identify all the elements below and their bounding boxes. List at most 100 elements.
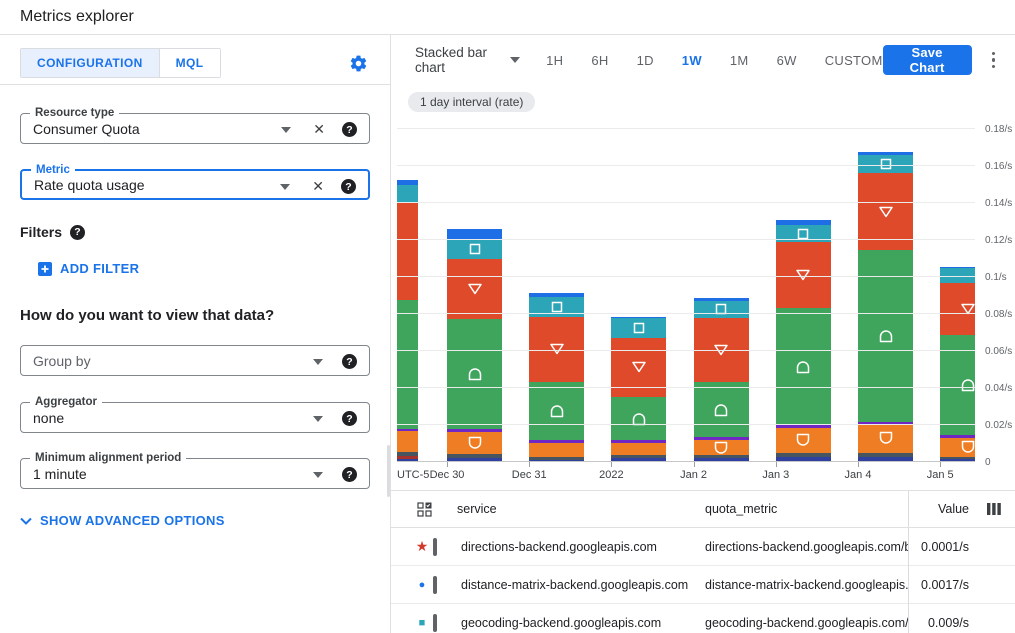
tab-configuration[interactable]: CONFIGURATION bbox=[21, 49, 159, 77]
group-by-caret-icon[interactable] bbox=[313, 359, 323, 365]
tab-mql[interactable]: MQL bbox=[158, 49, 220, 77]
bar-segment-red bbox=[397, 202, 418, 301]
range-button-6w[interactable]: 6W bbox=[776, 52, 797, 68]
y-axis-tick-label: 0.18/s bbox=[985, 124, 1013, 135]
range-button-custom[interactable]: CUSTOM bbox=[824, 52, 883, 68]
select-series-grid-icon[interactable] bbox=[417, 501, 457, 517]
more-options-kebab-icon[interactable] bbox=[988, 48, 1000, 73]
shield-marker-icon bbox=[960, 440, 975, 454]
bar-segment-orange bbox=[693, 440, 749, 456]
dome-marker-icon bbox=[878, 329, 893, 343]
bar-segment-teal bbox=[858, 155, 913, 174]
min-alignment-help-icon[interactable] bbox=[342, 467, 357, 482]
shield-marker-icon bbox=[714, 441, 729, 455]
cell-value: 0.009/s bbox=[927, 615, 969, 630]
panel-scrollbar-thumb[interactable] bbox=[387, 445, 390, 497]
column-chooser-icon[interactable] bbox=[987, 503, 1001, 515]
y-axis-tick-label: 0.14/s bbox=[985, 198, 1013, 209]
metric-clear-icon[interactable] bbox=[312, 178, 324, 194]
resource-type-help-icon[interactable] bbox=[342, 122, 357, 137]
metric-field[interactable]: Metric Rate quota usage bbox=[20, 163, 370, 200]
x-axis-tick bbox=[858, 462, 859, 467]
cell-value: 0.0001/s bbox=[921, 539, 969, 554]
triangle-down-marker-icon bbox=[878, 205, 894, 218]
column-header-quota-metric: quota_metric bbox=[705, 502, 778, 516]
column-header-value: Value bbox=[937, 502, 969, 516]
bar-segment-slate bbox=[397, 451, 418, 457]
save-chart-button[interactable]: Save Chart bbox=[882, 45, 972, 75]
group-by-help-icon[interactable] bbox=[342, 354, 357, 369]
bar-segment-blue bbox=[858, 152, 913, 156]
filters-help-icon[interactable] bbox=[70, 224, 86, 240]
bar-segment-slate bbox=[529, 456, 585, 460]
cell-service: geocoding-backend.googleapis.com bbox=[461, 615, 662, 630]
bar-segment-green bbox=[858, 250, 913, 422]
row-checkbox[interactable] bbox=[433, 613, 437, 632]
resource-type-value: Consumer Quota bbox=[33, 120, 140, 137]
row-checkbox[interactable] bbox=[433, 575, 437, 594]
row-checkbox[interactable] bbox=[433, 537, 437, 556]
resource-type-caret-icon[interactable] bbox=[281, 127, 291, 133]
gridline bbox=[397, 128, 975, 129]
aggregator-caret-icon[interactable] bbox=[313, 416, 323, 422]
shield-marker-icon bbox=[796, 433, 811, 447]
bar-segment-teal bbox=[611, 318, 667, 338]
bar-segment-orange bbox=[447, 432, 502, 455]
bar-segment-teal bbox=[693, 300, 749, 318]
resource-type-field[interactable]: Resource type Consumer Quota bbox=[20, 106, 370, 144]
bar-segment-navy bbox=[775, 457, 831, 462]
bar-segment-red bbox=[693, 317, 749, 383]
stacked-bar-dec-30 bbox=[447, 121, 502, 462]
bar-segment-green bbox=[529, 381, 585, 440]
y-axis-tick-label: 0.04/s bbox=[985, 383, 1013, 394]
bar-segment-red bbox=[447, 259, 502, 320]
gridline bbox=[397, 424, 975, 425]
legend-table: service quota_metric Value ★ directions-b… bbox=[391, 490, 1015, 633]
chart-type-dropdown[interactable]: Stacked bar chart bbox=[415, 45, 521, 75]
bar-segment-teal bbox=[447, 239, 502, 260]
add-filter-button[interactable]: ADD FILTER bbox=[38, 261, 370, 276]
x-axis-tick-label: 2022 bbox=[599, 469, 624, 481]
stacked-bar-partial bbox=[397, 121, 418, 462]
range-button-1h[interactable]: 1H bbox=[546, 52, 564, 68]
metric-caret-icon[interactable] bbox=[280, 184, 290, 190]
x-axis-tick-label: Jan 4 bbox=[844, 469, 872, 481]
y-axis-tick-label: 0 bbox=[985, 457, 991, 468]
range-button-1w[interactable]: 1W bbox=[681, 52, 702, 68]
metric-value: Rate quota usage bbox=[34, 176, 145, 193]
table-row: ● distance-matrix-backend.googleapis.com d… bbox=[391, 566, 1015, 604]
view-data-question: How do you want to view that data? bbox=[20, 307, 275, 324]
stacked-bar-2022 bbox=[611, 121, 667, 462]
bar-segment-purple bbox=[397, 428, 418, 432]
range-button-1d[interactable]: 1D bbox=[636, 52, 654, 68]
range-button-1m[interactable]: 1M bbox=[729, 52, 749, 68]
bar-segment-teal bbox=[775, 225, 831, 243]
page-title: Metrics explorer bbox=[20, 8, 134, 25]
group-by-field[interactable]: Group by bbox=[20, 345, 370, 376]
resource-type-clear-icon[interactable] bbox=[313, 121, 325, 137]
min-alignment-caret-icon[interactable] bbox=[313, 472, 323, 478]
cell-quota-metric: geocoding-backend.googleapis.com/billab bbox=[705, 615, 908, 630]
bar-segment-blue bbox=[611, 316, 667, 319]
aggregator-help-icon[interactable] bbox=[342, 411, 357, 426]
add-filter-label: ADD FILTER bbox=[60, 261, 140, 276]
range-button-6h[interactable]: 6H bbox=[591, 52, 609, 68]
aggregator-field[interactable]: Aggregator none bbox=[20, 395, 370, 433]
bar-segment-slate bbox=[858, 452, 913, 458]
min-alignment-value: 1 minute bbox=[33, 465, 87, 482]
bar-segment-green bbox=[397, 300, 418, 429]
tabs-divider bbox=[0, 84, 390, 85]
bar-segment-navy bbox=[529, 459, 585, 462]
show-advanced-options-button[interactable]: SHOW ADVANCED OPTIONS bbox=[20, 513, 370, 528]
metric-help-icon[interactable] bbox=[341, 179, 356, 194]
bar-segment-navy bbox=[940, 459, 975, 462]
dome-marker-icon bbox=[631, 412, 646, 426]
stacked-bar-dec-31 bbox=[529, 121, 585, 462]
aggregator-value: none bbox=[33, 409, 65, 426]
settings-gear-icon[interactable] bbox=[349, 54, 368, 73]
chart-panel: Stacked bar chart 1H 6H 1D 1W 1M 6W CUSTOM Sav… bbox=[391, 35, 1015, 633]
stacked-bar-jan-4 bbox=[858, 121, 913, 462]
stacked-bar-jan-3 bbox=[775, 121, 831, 462]
square-marker-icon bbox=[469, 243, 481, 255]
min-alignment-field[interactable]: Minimum alignment period 1 minute bbox=[20, 451, 370, 489]
